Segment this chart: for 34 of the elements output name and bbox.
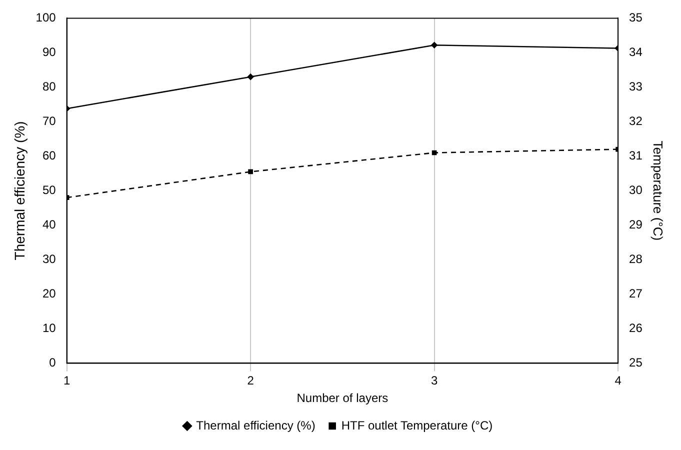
y2-tick-label: 27 bbox=[629, 286, 643, 301]
x-tick-label: 1 bbox=[63, 374, 70, 388]
y2-tick-label: 33 bbox=[629, 80, 643, 94]
point bbox=[248, 169, 253, 174]
y2-tick-label: 28 bbox=[629, 252, 643, 266]
y-tick-label: 60 bbox=[42, 148, 56, 163]
legend-label: HTF outlet Temperature (°C) bbox=[341, 418, 493, 432]
x-tick-label: 3 bbox=[430, 374, 438, 388]
y-tick-label: 100 bbox=[36, 10, 56, 25]
y-axis-title: Thermal efficiency (%) bbox=[11, 121, 28, 260]
x-tick-label: 2 bbox=[247, 374, 254, 388]
x-axis-title: Number of layers bbox=[296, 391, 388, 406]
y2-tick-label: 32 bbox=[629, 114, 643, 128]
y-tick-label: 20 bbox=[42, 286, 56, 301]
y-tick-label: 0 bbox=[49, 356, 56, 370]
point bbox=[431, 42, 438, 48]
y2-tick-label: 26 bbox=[629, 321, 643, 336]
y2-tick-label: 35 bbox=[629, 10, 643, 25]
point bbox=[432, 150, 437, 156]
legend-label: Thermal efficiency (%) bbox=[196, 418, 316, 432]
y-tick-label: 50 bbox=[42, 183, 56, 198]
y2-tick-label: 25 bbox=[629, 356, 643, 370]
y-tick-label: 30 bbox=[42, 252, 56, 266]
y2-tick-label: 30 bbox=[629, 183, 643, 198]
y-tick-label: 90 bbox=[42, 45, 56, 60]
y-tick-label: 80 bbox=[42, 80, 56, 94]
y-tick-label: 70 bbox=[42, 114, 56, 128]
y2-tick-label: 29 bbox=[629, 218, 643, 232]
y-tick-label: 10 bbox=[42, 321, 56, 336]
y2-axis-title: Temperature (°C) bbox=[650, 140, 666, 241]
y2-tick-label: 34 bbox=[629, 45, 643, 60]
x-tick-label: 4 bbox=[614, 374, 622, 388]
y2-tick-label: 31 bbox=[629, 148, 643, 163]
y-tick-label: 40 bbox=[42, 218, 56, 232]
